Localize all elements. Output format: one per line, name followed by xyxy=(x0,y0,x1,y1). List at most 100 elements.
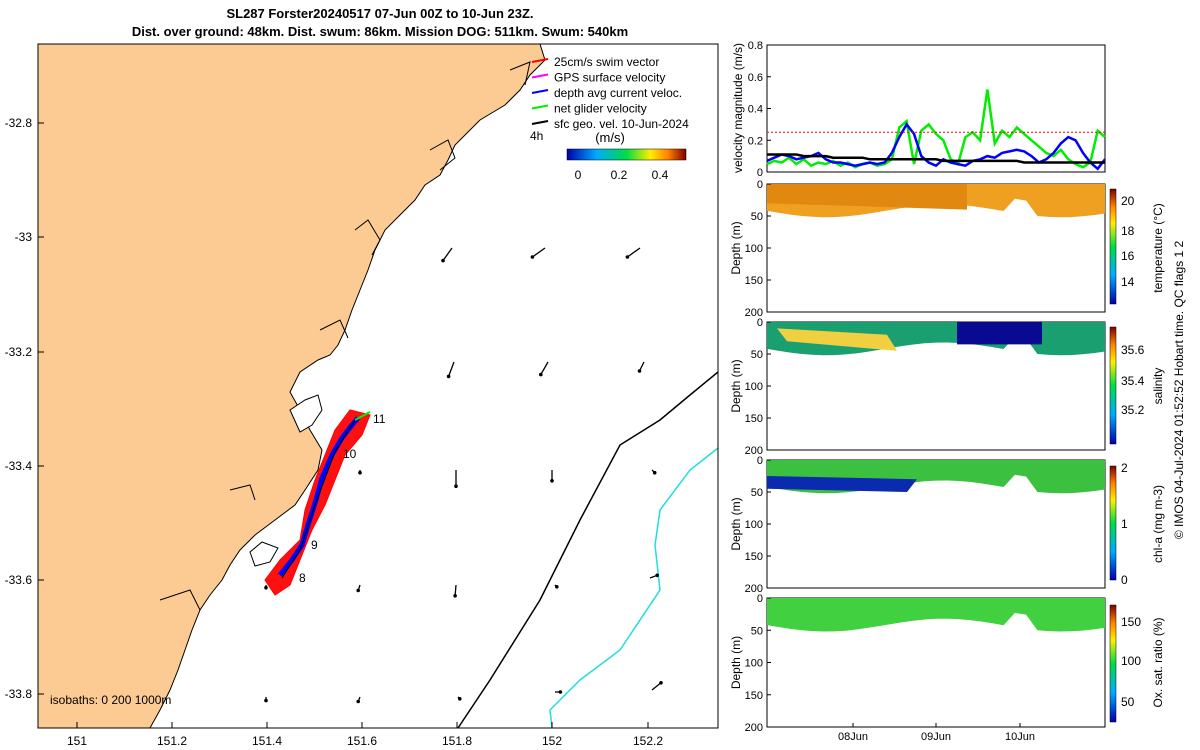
velocity-ytick-label: 0.4 xyxy=(748,104,763,116)
velocity-arrow-head xyxy=(441,258,445,263)
depth-tick-label: 50 xyxy=(751,487,763,499)
velocity-panel: 0.8 0.6 0.4 0.2 0 velocity magnitude (m/s) xyxy=(731,40,1106,179)
depth-tick-label: 100 xyxy=(745,381,763,393)
map-ytick-label: -33.2 xyxy=(5,345,33,359)
colorbar-tick-label: 14 xyxy=(1121,275,1135,289)
isobath-legend: isobaths: 0 200 1000m xyxy=(50,693,171,707)
depth-tick-label: 150 xyxy=(745,413,763,425)
depth-tick-label: 0 xyxy=(757,593,763,605)
legend-label: sfc geo. vel. 10-Jun-2024 xyxy=(554,117,689,131)
section-data-fill xyxy=(767,598,1105,632)
time-tick-label: 09Jun xyxy=(921,731,951,743)
depth-ylabel: Depth (m) xyxy=(729,221,743,274)
velocity-arrow-head xyxy=(458,697,462,701)
depth-tick-label: 0 xyxy=(757,455,763,467)
legend-swatch xyxy=(531,104,549,110)
colorbar-tick-label: 0 xyxy=(1121,573,1128,587)
velocity-arrow-head xyxy=(625,255,630,259)
depth-tick-label: 100 xyxy=(745,658,763,670)
section-feature xyxy=(767,184,967,210)
day-label: 11 xyxy=(373,412,386,426)
velocity-series-line xyxy=(766,89,1106,169)
depth-section-panel: 0 50 100 150 200 Depth (m) 2 1 0 chl-a (mg m-3) xyxy=(729,455,1165,595)
velocity-ytick-label: 0.8 xyxy=(748,40,763,52)
depth-tick-label: 50 xyxy=(751,625,763,637)
colorbar-tick-label: 50 xyxy=(1121,695,1135,709)
current-track xyxy=(278,416,360,577)
depth-tick-label: 150 xyxy=(745,690,763,702)
velocity-ytick-label: 0 xyxy=(757,167,763,179)
colorbar-title: chl-a (mg m-3) xyxy=(1151,485,1165,563)
legend-label: depth avg current veloc. xyxy=(554,86,682,100)
colorbar-tick-label: 20 xyxy=(1121,194,1135,208)
depth-ylabel: Depth (m) xyxy=(729,359,743,412)
section-feature xyxy=(767,476,917,492)
map-xtick-label: 151.8 xyxy=(442,734,472,748)
legend-label: GPS surface velocity xyxy=(554,71,665,85)
velocity-arrow xyxy=(627,247,641,258)
legend-swatch xyxy=(531,89,549,94)
map-xtick-label: 151.6 xyxy=(347,734,377,748)
velocity-arrow xyxy=(532,247,546,258)
section-colorbar xyxy=(1109,326,1117,445)
legend-label: net glider velocity xyxy=(554,102,647,116)
map-ytick-label: -33.4 xyxy=(5,459,33,473)
velocity-ytick-label: 0.6 xyxy=(748,72,763,84)
depth-tick-label: 50 xyxy=(751,211,763,223)
velocity-arrow-head xyxy=(454,484,458,489)
legend-swatch xyxy=(531,73,549,79)
map-ytick-label: -33.8 xyxy=(5,687,33,701)
depth-tick-label: 50 xyxy=(751,349,763,361)
map-ytick-label: -32.8 xyxy=(5,116,33,130)
colorbar-label: (m/s) xyxy=(595,130,625,145)
imos-footnote: © IMOS 04-Jul-2024 01:52:52 Hobart time.… xyxy=(1172,241,1186,540)
velocity-arrow-head xyxy=(358,470,362,475)
velocity-arrow-head xyxy=(453,594,457,598)
depth-ylabel: Depth (m) xyxy=(729,497,743,550)
depth-ylabel: Depth (m) xyxy=(729,636,743,689)
velocity-series-line xyxy=(767,153,1105,164)
map-xtick-label: 151.2 xyxy=(157,734,187,748)
velocity-arrow xyxy=(442,247,453,261)
land-area xyxy=(38,44,546,728)
depth-tick-label: 200 xyxy=(745,445,763,457)
map-xtick-label: 152.2 xyxy=(633,734,663,748)
depth-tick-label: 150 xyxy=(745,551,763,563)
legend-label: 25cm/s swim vector xyxy=(554,55,659,69)
velocity-arrow xyxy=(454,584,457,596)
legend-extra: 4h xyxy=(530,129,543,143)
velocity-arrow-head xyxy=(530,255,535,259)
colorbar-tick-label: 35.6 xyxy=(1121,343,1145,357)
colorbar-title: temperature (°C) xyxy=(1151,203,1165,293)
surface-velocity-arrows xyxy=(264,247,663,704)
velocity-arrow-head xyxy=(659,681,663,685)
legend-swatch xyxy=(531,120,549,125)
isobath-200 xyxy=(457,371,718,728)
time-tick-label: 10Jun xyxy=(1005,731,1035,743)
section-colorbar xyxy=(1109,604,1117,723)
depth-tick-label: 0 xyxy=(757,179,763,191)
figure-title-line2: Dist. over ground: 48km. Dist. swum: 86k… xyxy=(131,24,629,39)
map-ytick-label: -33.6 xyxy=(5,573,33,587)
velocity-ylabel: velocity magnitude (m/s) xyxy=(731,43,745,173)
section-colorbar xyxy=(1109,188,1117,305)
depth-tick-label: 100 xyxy=(745,519,763,531)
depth-tick-label: 200 xyxy=(745,583,763,595)
colorbar-tick-label: 0.2 xyxy=(611,168,628,182)
velocity-arrow-head xyxy=(655,573,659,578)
map-panel: -32.8 -33 -33.2 -33.4 -33.6 -33.8 151 151.2 151… xyxy=(5,43,719,748)
colorbar-tick-label: 150 xyxy=(1121,615,1141,629)
velocity-arrow xyxy=(447,361,455,377)
colorbar-tick-label: 2 xyxy=(1121,461,1128,475)
colorbar-tick-label: 35.4 xyxy=(1121,374,1145,388)
colorbar-tick-label: 0.4 xyxy=(652,168,669,182)
map-xtick-label: 151 xyxy=(67,734,87,748)
colorbar-title: Ox. sat. ratio (%) xyxy=(1151,617,1165,707)
velocity-arrow-head xyxy=(637,369,642,373)
velocity-ytick-label: 0.2 xyxy=(748,135,763,147)
map-ytick-label: -33 xyxy=(15,230,33,244)
section-colorbar xyxy=(1109,465,1117,581)
section-feature xyxy=(957,322,1042,345)
